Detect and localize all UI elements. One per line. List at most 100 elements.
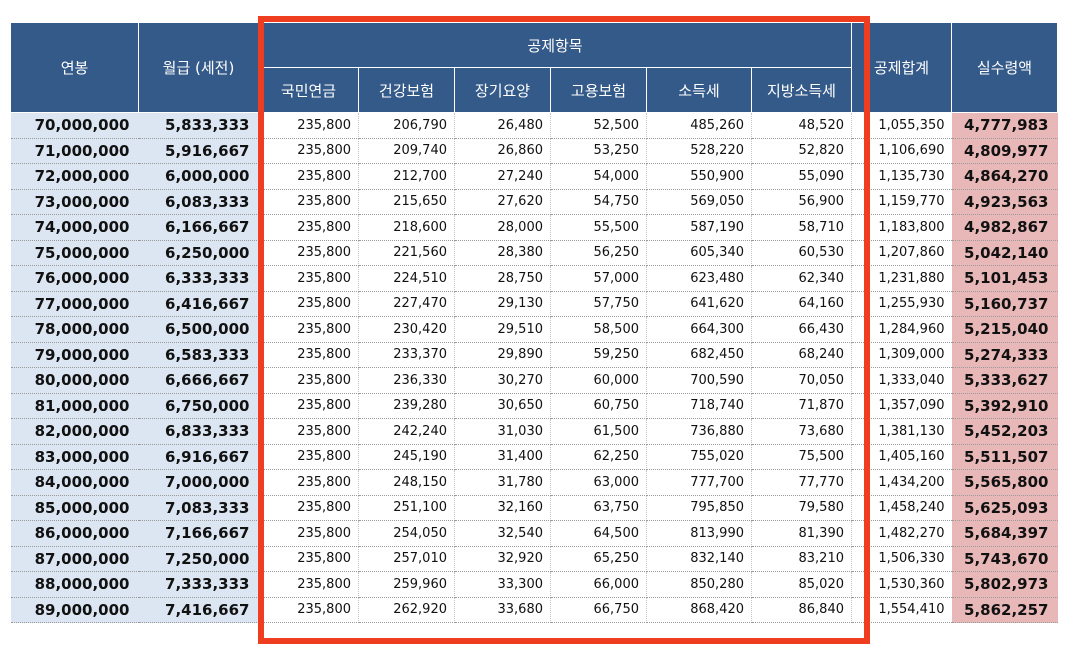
cell-net: 5,862,257: [951, 597, 1058, 623]
cell-longterm-care: 33,680: [454, 597, 551, 623]
header-monthly: 월급 (세전): [138, 22, 259, 113]
cell-income-tax: 700,590: [646, 367, 752, 394]
cell-longterm-care: 30,650: [454, 393, 551, 419]
cell-local-tax: 75,500: [751, 444, 852, 470]
cell-employment: 60,000: [550, 367, 647, 394]
cell-monthly: 6,916,667: [138, 444, 259, 470]
table-row: 79,000,000 6,583,333 235,800 233,370 29,890 5…: [10, 342, 1058, 368]
cell-salary: 87,000,000: [10, 546, 139, 572]
cell-pension: 235,800: [258, 393, 359, 419]
cell-pension: 235,800: [258, 189, 359, 215]
cell-income-tax: 605,340: [646, 240, 752, 266]
cell-local-tax: 71,870: [751, 393, 852, 419]
cell-longterm-care: 27,240: [454, 163, 551, 190]
cell-income-tax: 550,900: [646, 163, 752, 190]
cell-total: 1,284,960: [851, 316, 952, 343]
table-row: 77,000,000 6,416,667 235,800 227,470 29,130 5…: [10, 291, 1058, 317]
cell-net: 5,274,333: [951, 342, 1058, 368]
cell-net: 4,864,270: [951, 163, 1058, 190]
cell-total: 1,434,200: [851, 469, 952, 496]
cell-income-tax: 528,220: [646, 138, 752, 164]
cell-monthly: 6,000,000: [138, 163, 259, 190]
cell-pension: 235,800: [258, 495, 359, 521]
cell-salary: 89,000,000: [10, 597, 139, 623]
cell-local-tax: 79,580: [751, 495, 852, 521]
cell-local-tax: 60,530: [751, 240, 852, 266]
cell-longterm-care: 30,270: [454, 367, 551, 394]
salary-table: 연봉 월급 (세전) 공제항목 공제합계 실수령액 국민연금 건강보험 장기요양…: [10, 22, 1058, 623]
cell-salary: 76,000,000: [10, 265, 139, 292]
table-body: 70,000,000 5,833,333 235,800 206,790 26,480 5…: [10, 112, 1058, 623]
cell-monthly: 6,166,667: [138, 214, 259, 241]
cell-income-tax: 736,880: [646, 418, 752, 445]
cell-total: 1,207,860: [851, 240, 952, 266]
table-row: 72,000,000 6,000,000 235,800 212,700 27,240 5…: [10, 163, 1058, 190]
cell-health: 259,960: [358, 571, 455, 598]
cell-local-tax: 52,820: [751, 138, 852, 164]
cell-longterm-care: 31,030: [454, 418, 551, 445]
cell-salary: 70,000,000: [10, 112, 139, 139]
cell-income-tax: 641,620: [646, 291, 752, 317]
cell-pension: 235,800: [258, 163, 359, 190]
cell-net: 4,809,977: [951, 138, 1058, 164]
cell-employment: 55,500: [550, 214, 647, 241]
cell-longterm-care: 26,860: [454, 138, 551, 164]
cell-salary: 85,000,000: [10, 495, 139, 521]
cell-total: 1,458,240: [851, 495, 952, 521]
cell-employment: 61,500: [550, 418, 647, 445]
cell-pension: 235,800: [258, 112, 359, 139]
cell-health: 209,740: [358, 138, 455, 164]
cell-health: 242,240: [358, 418, 455, 445]
header-row-deductions: 국민연금 건강보험 장기요양 고용보험 소득세 지방소득세: [11, 67, 1058, 113]
cell-health: 251,100: [358, 495, 455, 521]
header-net: 실수령액: [951, 22, 1058, 113]
cell-health: 248,150: [358, 469, 455, 496]
table-row: 76,000,000 6,333,333 235,800 224,510 28,750 5…: [10, 265, 1058, 292]
cell-health: 239,280: [358, 393, 455, 419]
table-row: 84,000,000 7,000,000 235,800 248,150 31,780 6…: [10, 469, 1058, 496]
cell-income-tax: 868,420: [646, 597, 752, 623]
table-row: 78,000,000 6,500,000 235,800 230,420 29,510 5…: [10, 316, 1058, 343]
cell-local-tax: 85,020: [751, 571, 852, 598]
cell-local-tax: 77,770: [751, 469, 852, 496]
cell-longterm-care: 29,510: [454, 316, 551, 343]
cell-local-tax: 58,710: [751, 214, 852, 241]
header-salary: 연봉: [10, 22, 139, 113]
cell-pension: 235,800: [258, 367, 359, 394]
cell-net: 5,042,140: [951, 240, 1058, 266]
cell-pension: 235,800: [258, 138, 359, 164]
cell-monthly: 7,250,000: [138, 546, 259, 572]
cell-pension: 235,800: [258, 265, 359, 292]
cell-health: 227,470: [358, 291, 455, 317]
cell-employment: 56,250: [550, 240, 647, 266]
cell-health: 221,560: [358, 240, 455, 266]
cell-longterm-care: 27,620: [454, 189, 551, 215]
cell-longterm-care: 31,400: [454, 444, 551, 470]
cell-income-tax: 623,480: [646, 265, 752, 292]
cell-health: 245,190: [358, 444, 455, 470]
table-row: 83,000,000 6,916,667 235,800 245,190 31,400 6…: [10, 444, 1058, 470]
cell-employment: 64,500: [550, 520, 647, 547]
cell-health: 212,700: [358, 163, 455, 190]
cell-local-tax: 64,160: [751, 291, 852, 317]
cell-local-tax: 68,240: [751, 342, 852, 368]
cell-health: 233,370: [358, 342, 455, 368]
cell-monthly: 7,083,333: [138, 495, 259, 521]
table-row: 81,000,000 6,750,000 235,800 239,280 30,650 6…: [10, 393, 1058, 419]
cell-employment: 66,750: [550, 597, 647, 623]
cell-pension: 235,800: [258, 469, 359, 496]
cell-net: 5,333,627: [951, 367, 1058, 394]
cell-pension: 235,800: [258, 214, 359, 241]
cell-health: 215,650: [358, 189, 455, 215]
cell-longterm-care: 28,000: [454, 214, 551, 241]
cell-monthly: 5,833,333: [138, 112, 259, 139]
cell-total: 1,357,090: [851, 393, 952, 419]
cell-total: 1,333,040: [851, 367, 952, 394]
cell-total: 1,255,930: [851, 291, 952, 317]
cell-salary: 80,000,000: [10, 367, 139, 394]
cell-income-tax: 682,450: [646, 342, 752, 368]
cell-salary: 86,000,000: [10, 520, 139, 547]
cell-total: 1,055,350: [851, 112, 952, 139]
table-row: 87,000,000 7,250,000 235,800 257,010 32,920 6…: [10, 546, 1058, 572]
table-row: 89,000,000 7,416,667 235,800 262,920 33,680 6…: [10, 597, 1058, 623]
